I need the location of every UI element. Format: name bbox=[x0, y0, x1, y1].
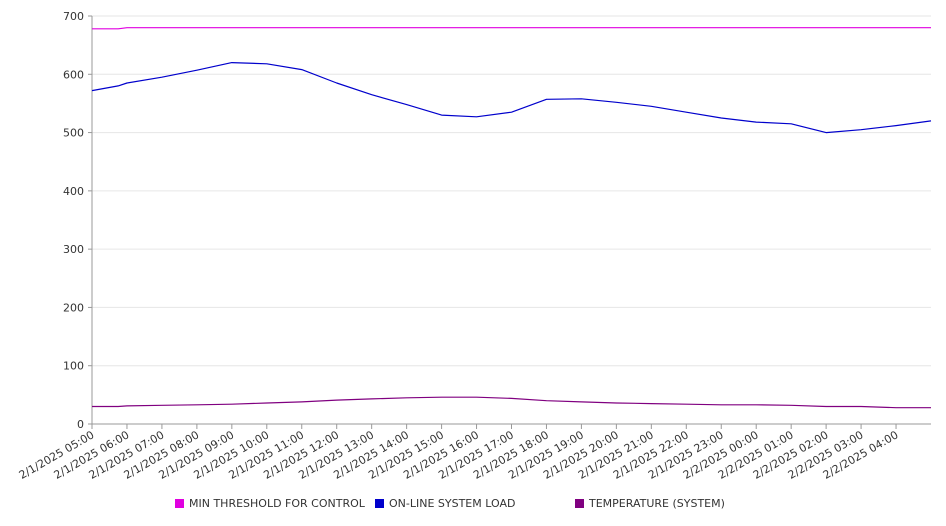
gridlines bbox=[92, 15, 931, 367]
legend-label-min-threshold: MIN THRESHOLD FOR CONTROL bbox=[189, 497, 365, 510]
legend-swatch-temperature bbox=[575, 499, 584, 508]
y-tick-label: 200 bbox=[63, 301, 84, 314]
y-tick-label: 500 bbox=[63, 127, 84, 140]
legend-item-system-load: ON-LINE SYSTEM LOAD bbox=[375, 497, 515, 510]
legend: MIN THRESHOLD FOR CONTROL ON-LINE SYSTEM… bbox=[0, 497, 946, 515]
legend-swatch-system-load bbox=[375, 499, 384, 508]
legend-item-min-threshold: MIN THRESHOLD FOR CONTROL bbox=[175, 497, 365, 510]
series-lines bbox=[91, 27, 932, 409]
y-axis-ticks: 0 100 200 300 400 500 600 700 bbox=[63, 10, 92, 431]
legend-item-temperature: TEMPERATURE (SYSTEM) bbox=[575, 497, 725, 510]
y-tick-label: 400 bbox=[63, 185, 84, 198]
series-line-min-threshold bbox=[92, 27, 931, 30]
y-tick-label: 100 bbox=[63, 360, 84, 373]
y-tick-label: 700 bbox=[63, 10, 84, 23]
x-axis-ticks: 2/1/2025 05:002/1/2025 06:002/1/2025 07:… bbox=[17, 424, 901, 482]
series-line-temperature bbox=[92, 396, 931, 409]
legend-label-system-load: ON-LINE SYSTEM LOAD bbox=[389, 497, 516, 510]
series-line-system-load bbox=[91, 61, 932, 134]
legend-swatch-min-threshold bbox=[175, 499, 184, 508]
y-tick-label: 600 bbox=[63, 68, 84, 81]
legend-label-temperature: TEMPERATURE (SYSTEM) bbox=[589, 497, 725, 510]
axes bbox=[91, 16, 931, 425]
y-tick-label: 0 bbox=[77, 418, 84, 431]
y-tick-label: 300 bbox=[63, 243, 84, 256]
